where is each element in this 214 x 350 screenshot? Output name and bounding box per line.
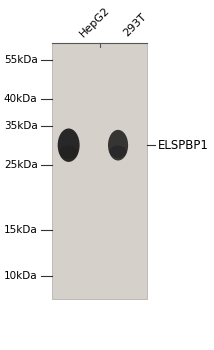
- Text: HepG2: HepG2: [78, 5, 112, 38]
- Text: 10kDa: 10kDa: [4, 272, 37, 281]
- Text: 55kDa: 55kDa: [4, 55, 37, 65]
- Text: 35kDa: 35kDa: [4, 120, 37, 131]
- Text: 15kDa: 15kDa: [4, 225, 37, 236]
- Text: 40kDa: 40kDa: [4, 94, 37, 104]
- Bar: [52, 43, 147, 299]
- Ellipse shape: [108, 130, 128, 161]
- Text: ELSPBP1: ELSPBP1: [158, 139, 209, 152]
- Ellipse shape: [110, 145, 127, 158]
- Ellipse shape: [59, 145, 78, 159]
- Ellipse shape: [58, 128, 80, 162]
- Text: 25kDa: 25kDa: [4, 160, 37, 170]
- Text: 293T: 293T: [122, 12, 149, 38]
